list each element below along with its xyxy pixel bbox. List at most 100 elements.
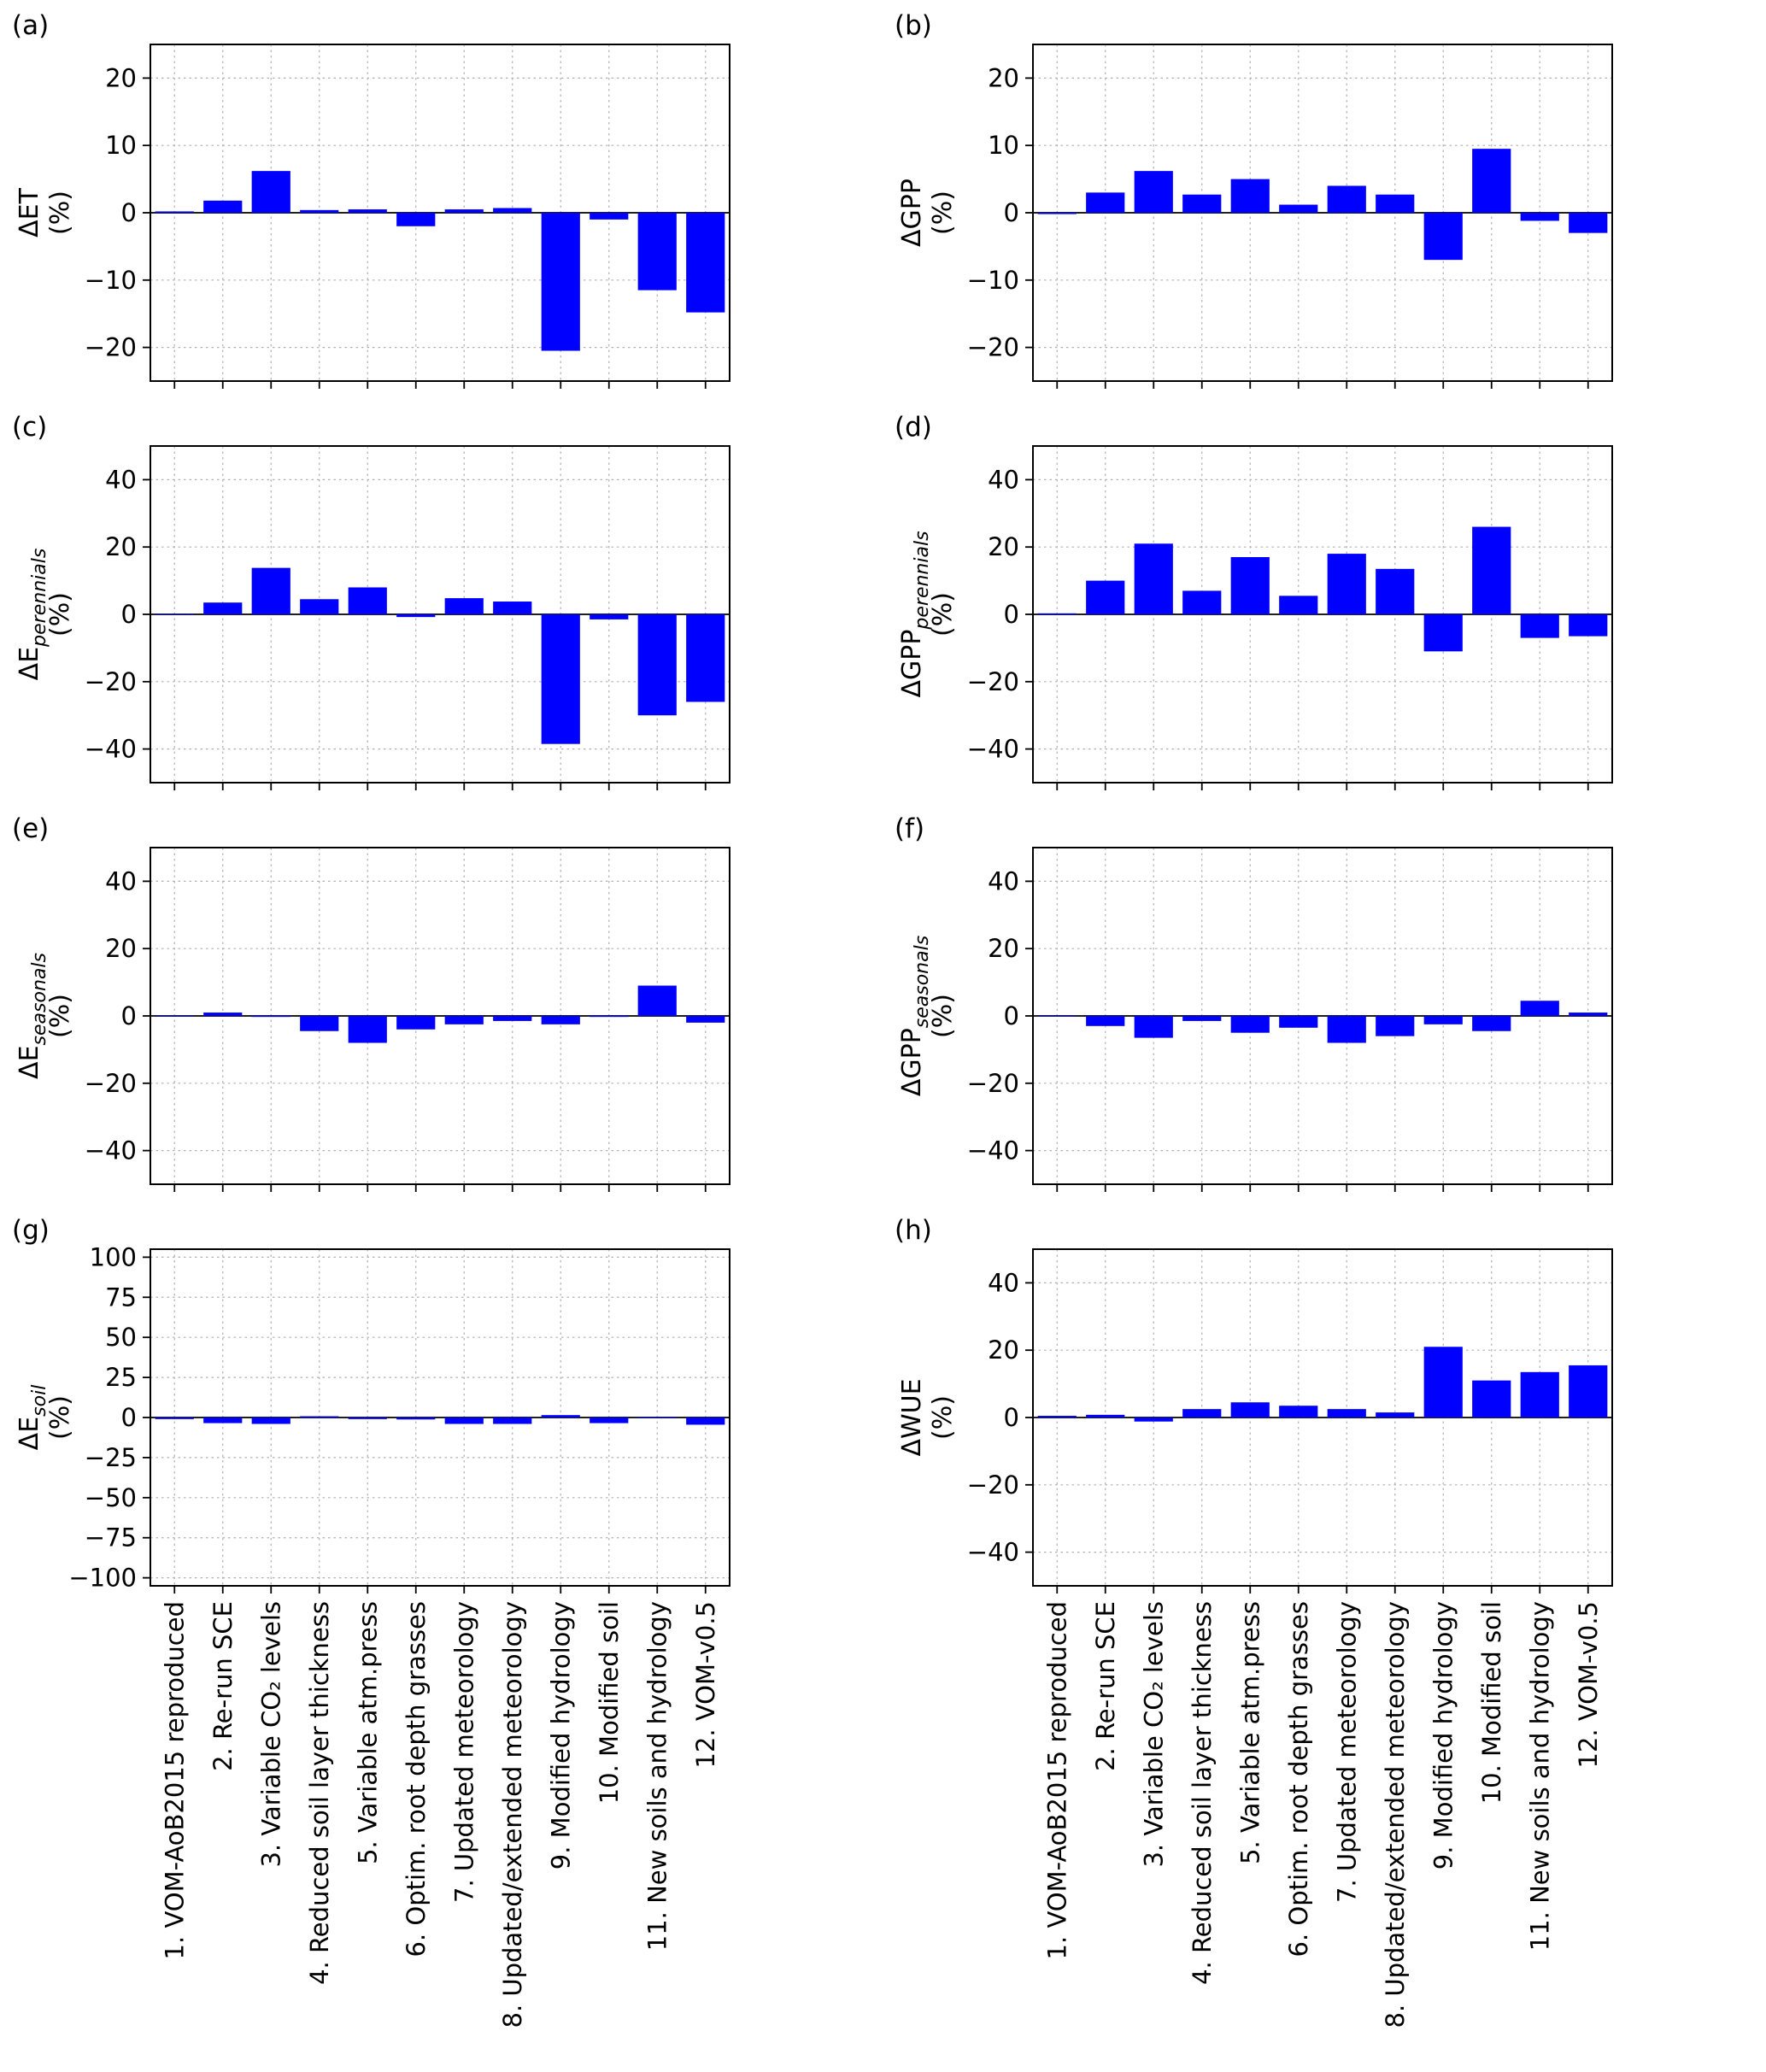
y-tick-label: −40 <box>967 1136 1019 1165</box>
bar <box>1472 1380 1511 1418</box>
bar <box>686 614 725 702</box>
panel-label: (d) <box>895 412 932 443</box>
y-tick-label: 20 <box>988 1335 1019 1365</box>
panel-label: (h) <box>895 1215 932 1246</box>
bar <box>1134 1016 1173 1038</box>
x-tick-label: 7. Updated meteorology <box>1332 1601 1361 1903</box>
y-tick-label: 40 <box>105 465 137 494</box>
bar <box>541 213 580 351</box>
y-tick-label: 0 <box>1004 1001 1019 1030</box>
bar <box>1472 1016 1511 1031</box>
x-tick-label: 11. New soils and hydrology <box>642 1601 672 1951</box>
panel-f-chart: 40 20 0 −20 −40 (f) ΔGPPseasonals(%) <box>895 813 1613 1192</box>
bar <box>1569 1013 1608 1016</box>
y-tick-label: −40 <box>85 735 137 764</box>
bar <box>1327 1409 1366 1418</box>
x-tick-label: 12. VOM-v0.5 <box>1574 1601 1603 1768</box>
y-tick-label: 0 <box>121 1001 137 1030</box>
y-tick-label: −20 <box>967 1470 1019 1500</box>
bar <box>396 1418 436 1420</box>
bar <box>1134 171 1173 213</box>
y-tick-label: −40 <box>967 1538 1019 1567</box>
bar <box>1182 194 1222 213</box>
x-tick-label: 2. Re-run SCE <box>208 1601 238 1771</box>
y-tick-label: 20 <box>105 532 137 561</box>
y-tick-label: 0 <box>1004 198 1019 227</box>
bar <box>1376 1412 1415 1418</box>
y-tick-label: 20 <box>988 63 1019 92</box>
bar <box>1230 1402 1270 1418</box>
bar <box>155 613 194 615</box>
y-tick-label: 40 <box>988 1268 1019 1297</box>
bar <box>1569 1365 1608 1418</box>
panel-b-chart: 20 10 0 −10 −20 (b) ΔGPP(%) <box>895 10 1613 389</box>
x-tick-label: 11. New soils and hydrology <box>1525 1601 1554 1951</box>
x-tick-label: 10. Modified soil <box>595 1601 624 1804</box>
bar <box>348 587 387 614</box>
bar <box>203 1418 243 1423</box>
panel-label: (a) <box>12 10 49 41</box>
panel-h-chart: 40 20 0 −20 −40 (h) ΔWUE(%) 1. VOM-AoB2015 repr… <box>895 1215 1613 2028</box>
y-tick-label: 0 <box>121 198 137 227</box>
bar <box>203 602 243 614</box>
y-tick-label: −75 <box>85 1523 137 1553</box>
x-tick-label: 8. Updated/extended meteorology <box>498 1601 527 2028</box>
x-tick-label: 1. VOM-AoB2015 reproduced <box>1042 1601 1071 1959</box>
y-tick-label: −10 <box>967 266 1019 295</box>
bar <box>1423 213 1463 261</box>
bar <box>300 1416 339 1418</box>
bar <box>1327 185 1366 213</box>
x-tick-label: 10. Modified soil <box>1477 1601 1506 1804</box>
bar <box>300 599 339 614</box>
panel-label: (f) <box>895 813 924 844</box>
bar <box>1472 149 1511 213</box>
bar <box>1423 614 1463 652</box>
y-tick-label: 50 <box>105 1323 137 1352</box>
bar <box>686 1016 725 1023</box>
bar <box>1376 194 1415 213</box>
y-axis-label: ΔGPP(%) <box>897 179 958 247</box>
bar <box>396 213 436 226</box>
bar <box>541 614 580 744</box>
bar <box>1520 614 1559 638</box>
y-axis-label: ΔGPPseasonals(%) <box>897 936 958 1096</box>
bar <box>1037 213 1077 214</box>
bar <box>590 614 629 619</box>
bar <box>1086 1016 1125 1026</box>
y-tick-label: −20 <box>967 1069 1019 1098</box>
y-tick-label: −40 <box>967 735 1019 764</box>
bar <box>444 209 484 213</box>
y-tick-label: 10 <box>988 131 1019 160</box>
x-tick-label: 7. Updated meteorology <box>449 1601 478 1903</box>
bar <box>637 213 677 291</box>
panel-d-chart: 40 20 0 −20 −40 (d) ΔGPPperennials(%) <box>895 412 1613 790</box>
bar <box>203 1013 243 1016</box>
x-tick-label: 2. Re-run SCE <box>1091 1601 1120 1771</box>
bar <box>637 1417 677 1418</box>
bar <box>1279 1406 1318 1418</box>
y-tick-label: 100 <box>90 1242 137 1271</box>
y-tick-label: 25 <box>105 1363 137 1392</box>
bar <box>1086 1414 1125 1418</box>
y-axis-label: ΔEperennials(%) <box>15 549 75 681</box>
bar <box>1376 568 1415 614</box>
bar <box>1423 1016 1463 1024</box>
bar <box>1376 1016 1415 1036</box>
y-tick-label: 75 <box>105 1283 137 1312</box>
panel-c-chart: 40 20 0 −20 −40 (c) ΔEperennials(%) <box>12 412 730 790</box>
panel-g-chart: 100 75 50 25 0 −25 −50 −75 −100 (g) ΔEsoil(%) 1. VO… <box>12 1215 730 2028</box>
bar <box>1230 1016 1270 1033</box>
y-axis-label: ΔET(%) <box>15 187 75 237</box>
x-tick-label: 8. Updated/extended meteorology <box>1381 1601 1410 2028</box>
bar <box>1327 554 1366 614</box>
y-tick-label: 20 <box>105 934 137 963</box>
y-tick-label: 40 <box>988 465 1019 494</box>
bar <box>590 1418 629 1423</box>
bar <box>541 1415 580 1418</box>
x-tick-label: 5. Variable atm.press <box>1235 1601 1264 1864</box>
bar <box>348 1418 387 1419</box>
bar <box>1230 179 1270 213</box>
bar <box>444 598 484 614</box>
bar <box>541 1016 580 1024</box>
y-tick-label: 0 <box>1004 1403 1019 1432</box>
